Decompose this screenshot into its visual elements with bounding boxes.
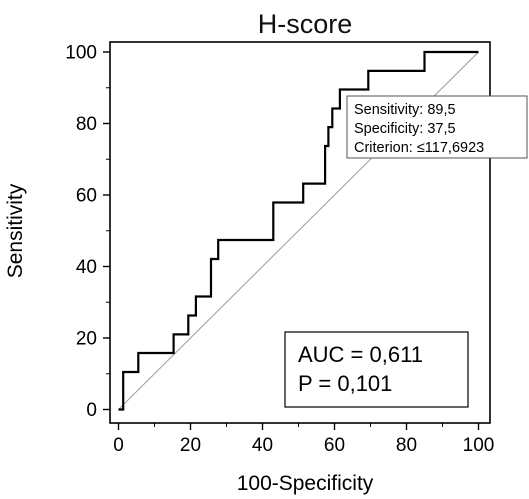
x-tick-label: 0: [113, 435, 124, 456]
y-tick-label: 40: [76, 257, 97, 278]
plot-area: 0 20 40 60 80 100 0 20 40 60 80 100: [65, 41, 495, 456]
stats-box-frame: [284, 331, 469, 408]
roc-curve-line: [118, 50, 479, 411]
x-tick-label: 20: [180, 435, 201, 456]
y-tick-label: 0: [86, 400, 97, 421]
y-tick-label: 80: [76, 114, 97, 135]
x-tick-label: 60: [324, 435, 345, 456]
stats-box: AUC = 0,611 P = 0,101: [284, 331, 469, 408]
y-tick-label: 100: [65, 43, 97, 64]
y-tick-label: 60: [76, 186, 97, 207]
y-tick-label: 20: [76, 329, 97, 350]
criterion-annotation-box: [346, 95, 528, 159]
p-value: P = 0,101: [298, 371, 392, 396]
x-tick-label: 80: [396, 435, 417, 456]
x-tick-label: 100: [463, 435, 495, 456]
criterion-annotation: Sensitivity: 89,5 Specificity: 37,5 Crit…: [346, 95, 528, 159]
y-axis-title: Sensitivity: [4, 183, 27, 278]
plot-frame: [109, 41, 491, 424]
annotation-sensitivity: Sensitivity: 89,5: [354, 102, 456, 118]
annotation-criterion: Criterion: ≤117,6923: [354, 140, 484, 156]
annotation-specificity: Specificity: 37,5: [354, 121, 456, 137]
chart-title: H-score: [258, 9, 353, 39]
x-axis-title: 100-Specificity: [237, 472, 374, 495]
auc-value: AUC = 0,611: [298, 342, 423, 367]
x-tick-label: 40: [252, 435, 273, 456]
